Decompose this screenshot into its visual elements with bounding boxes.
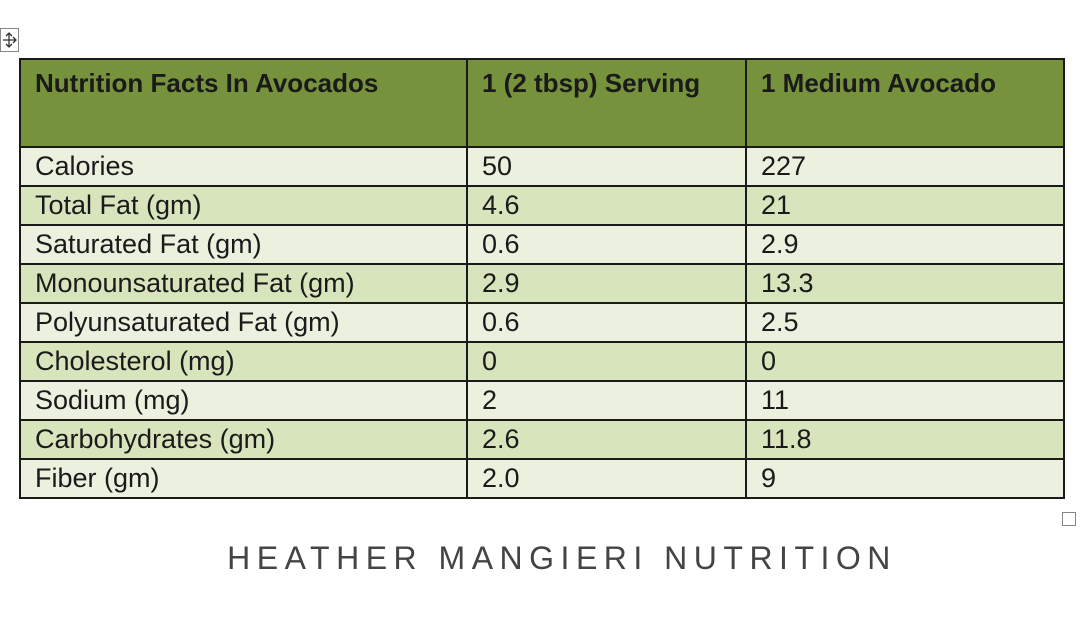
nutrition-table: Nutrition Facts In Avocados 1 (2 tbsp) Se… — [19, 58, 1065, 499]
table-cell: 11.8 — [745, 419, 1065, 460]
table-row: Carbohydrates (gm) 2.6 11.8 — [19, 419, 1065, 460]
table-cell: Cholesterol (mg) — [19, 341, 468, 382]
table-cell: Total Fat (gm) — [19, 185, 468, 226]
table-cell: 13.3 — [745, 263, 1065, 304]
table-cell: Calories — [19, 146, 468, 187]
table-row: Sodium (mg) 2 11 — [19, 380, 1065, 421]
table-cell: 2 — [466, 380, 747, 421]
table-cell: 2.9 — [466, 263, 747, 304]
table-row: Cholesterol (mg) 0 0 — [19, 341, 1065, 382]
footer: HEATHER MANGIERI NUTRITION — [227, 540, 897, 576]
table-cell: 2.9 — [745, 224, 1065, 265]
table-cell: Polyunsaturated Fat (gm) — [19, 302, 468, 343]
table-cell: 2.0 — [466, 458, 747, 499]
table-cell: 0.6 — [466, 224, 747, 265]
table-cell: 21 — [745, 185, 1065, 226]
resize-handle[interactable] — [1062, 512, 1076, 526]
table-cell: Saturated Fat (gm) — [19, 224, 468, 265]
table-cell: 0 — [745, 341, 1065, 382]
table-cell: 2.5 — [745, 302, 1065, 343]
table-row: Calories 50 227 — [19, 146, 1065, 187]
header-row: Nutrition Facts In Avocados 1 (2 tbsp) Se… — [19, 58, 1065, 148]
table-cell: 4.6 — [466, 185, 747, 226]
table-cell: 0.6 — [466, 302, 747, 343]
table-row: Polyunsaturated Fat (gm) 0.6 2.5 — [19, 302, 1065, 343]
move-icon — [3, 32, 17, 48]
table-cell: Sodium (mg) — [19, 380, 468, 421]
table-cell: 11 — [745, 380, 1065, 421]
table-row: Fiber (gm) 2.0 9 — [19, 458, 1065, 499]
column-header: 1 (2 tbsp) Serving — [466, 58, 747, 148]
table-row: Monounsaturated Fat (gm) 2.9 13.3 — [19, 263, 1065, 304]
table-cell: 227 — [745, 146, 1065, 187]
table-cell: Fiber (gm) — [19, 458, 468, 499]
table-cell: Monounsaturated Fat (gm) — [19, 263, 468, 304]
table-cell: 9 — [745, 458, 1065, 499]
column-header: Nutrition Facts In Avocados — [19, 58, 468, 148]
table-cell: 50 — [466, 146, 747, 187]
table-row: Saturated Fat (gm) 0.6 2.9 — [19, 224, 1065, 265]
table-row: Total Fat (gm) 4.6 21 — [19, 185, 1065, 226]
table-cell: 0 — [466, 341, 747, 382]
table-cell: 2.6 — [466, 419, 747, 460]
table-cell: Carbohydrates (gm) — [19, 419, 468, 460]
column-header: 1 Medium Avocado — [745, 58, 1065, 148]
move-handle[interactable] — [0, 28, 19, 52]
